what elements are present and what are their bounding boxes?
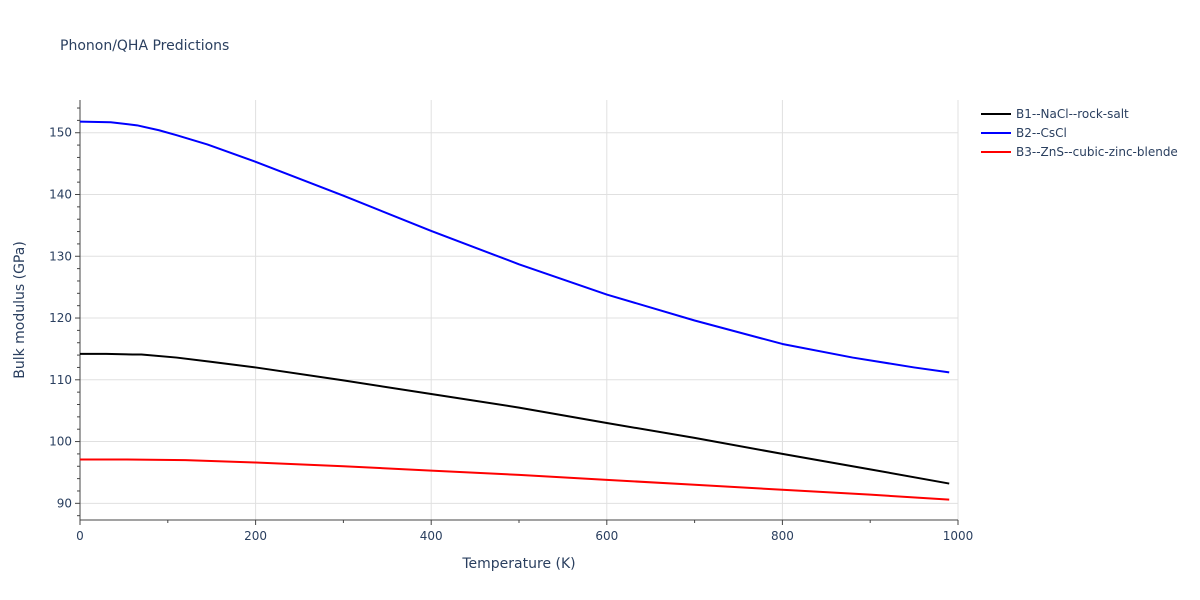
y-axis-title: Bulk modulus (GPa): [12, 241, 28, 379]
legend-label[interactable]: B3--ZnS--cubic-zinc-blende: [1016, 145, 1178, 159]
grid: [80, 100, 959, 520]
y-tick-label: 100: [49, 435, 72, 449]
y-tick-label: 150: [49, 126, 72, 140]
series-line-3: [80, 458, 950, 501]
y-tick-label: 90: [57, 496, 72, 510]
series: [79, 120, 950, 501]
x-tick-label: 1000: [943, 529, 974, 543]
x-tick-label: 400: [420, 529, 443, 543]
x-tick-label: 200: [244, 529, 267, 543]
series-line-2: [79, 120, 950, 374]
legend: B1--NaCl--rock-salt B2--CsCl B3--ZnS--cubi…: [981, 107, 1178, 159]
y-tick-label: 120: [49, 311, 72, 325]
y-tick-label: 130: [49, 249, 72, 263]
axes: 0 200 400 600 800 1000 90 100 110 120 130 140 150: [49, 100, 973, 543]
x-tick-label: 600: [595, 529, 618, 543]
x-axis-title: Temperature (K): [461, 556, 575, 572]
legend-label[interactable]: B2--CsCl: [1016, 126, 1067, 140]
chart-title: Phonon/QHA Predictions: [60, 38, 229, 54]
x-tick-label: 0: [76, 529, 84, 543]
series-line-1: [80, 352, 950, 485]
x-tick-label: 800: [771, 529, 794, 543]
y-tick-label: 140: [49, 188, 72, 202]
legend-label[interactable]: B1--NaCl--rock-salt: [1016, 107, 1129, 121]
y-tick-label: 110: [49, 373, 72, 387]
